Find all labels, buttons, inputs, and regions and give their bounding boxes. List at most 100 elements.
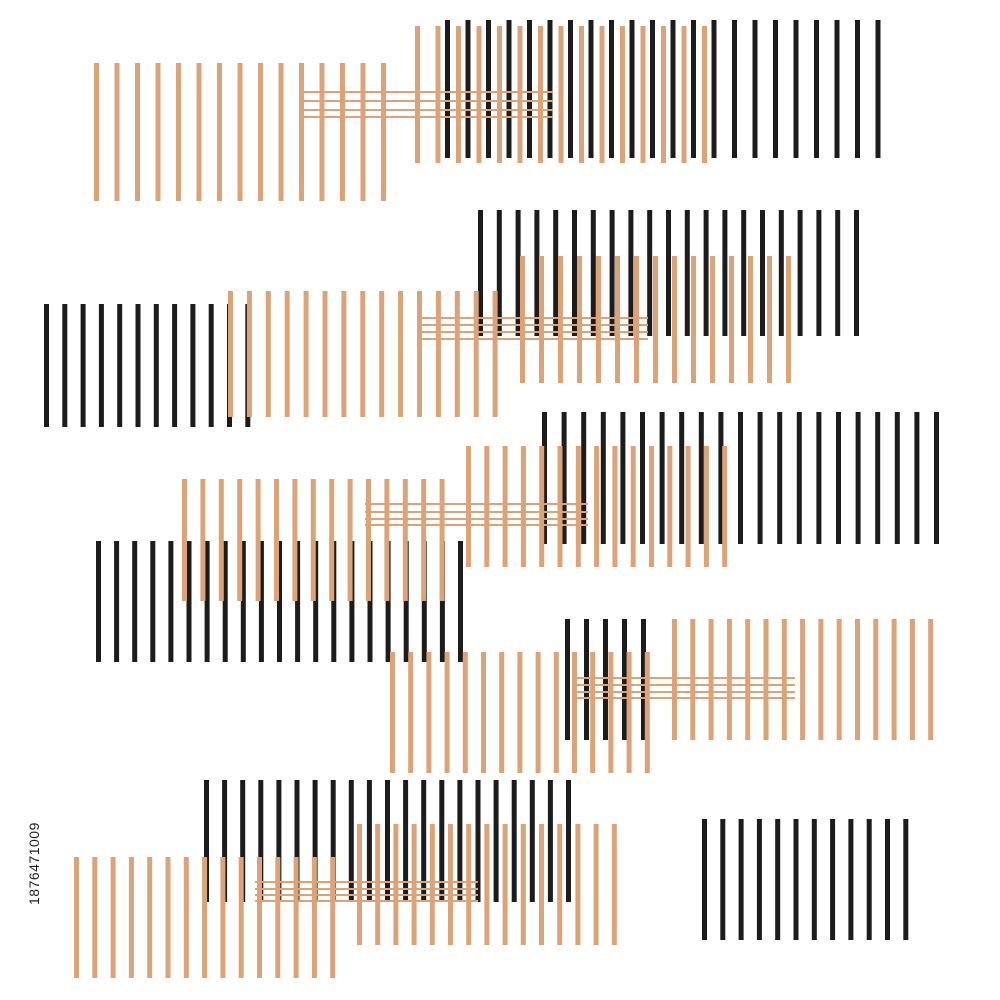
black-stripe <box>752 20 758 158</box>
tan-stripe <box>135 63 140 201</box>
black-stripe <box>222 780 228 902</box>
black-stripe <box>760 210 765 336</box>
black-stripe <box>534 210 540 336</box>
tan-stripe <box>466 824 472 945</box>
tan-stripe <box>220 857 226 978</box>
black-stripe <box>439 780 445 902</box>
black-stripe <box>603 619 608 740</box>
tan-stripe <box>357 824 362 945</box>
black-stripe <box>572 210 577 336</box>
tan-stripe <box>128 857 134 978</box>
black-stripe <box>294 780 300 902</box>
tan-stripe <box>626 652 632 773</box>
black-stripe <box>349 541 355 662</box>
black-stripe <box>561 412 567 544</box>
black-stripe <box>172 304 178 427</box>
tan-mesh-line <box>417 324 648 326</box>
tan-mesh-line <box>573 697 795 699</box>
tan-mesh-line <box>573 677 795 679</box>
black-stripe <box>204 780 209 902</box>
tan-stripe <box>763 619 769 740</box>
tan-stripe <box>572 652 577 773</box>
black-stripe <box>711 20 717 158</box>
tan-stripe <box>729 256 734 383</box>
tan-stripe <box>748 256 753 383</box>
tan-stripe <box>473 291 479 417</box>
tan-stripe <box>303 291 309 417</box>
tan-stripe <box>94 63 99 201</box>
black-stripe <box>529 780 535 902</box>
tan-stripe <box>539 256 544 383</box>
tan-stripe <box>481 652 486 773</box>
black-stripe <box>590 210 596 336</box>
tan-stripe <box>257 857 262 978</box>
black-stripe <box>132 541 138 662</box>
tan-stripe <box>165 857 171 978</box>
black-stripe <box>186 541 192 662</box>
tan-mesh-line <box>365 518 588 520</box>
black-stripe <box>458 541 463 662</box>
black-stripe <box>403 541 409 662</box>
tan-stripe <box>429 824 435 945</box>
tan-stripe <box>599 26 605 163</box>
black-stripe <box>547 780 553 902</box>
tan-stripe <box>640 26 646 163</box>
black-stripe <box>622 619 627 740</box>
tan-stripe <box>909 619 915 740</box>
black-stripe <box>741 210 747 336</box>
tan-stripe <box>360 291 366 417</box>
tan-stripe <box>781 619 787 740</box>
black-stripe <box>835 210 841 336</box>
tan-stripe <box>292 479 298 601</box>
tan-stripe-block <box>672 619 934 740</box>
black-stripe <box>240 541 246 662</box>
black-stripe <box>875 412 881 544</box>
tan-stripe <box>417 291 422 417</box>
black-stripe <box>98 304 104 427</box>
black-stripe <box>62 304 68 427</box>
black-stripe <box>584 619 589 740</box>
black-stripe <box>403 780 409 902</box>
tan-mesh-line <box>573 684 795 686</box>
tan-stripe <box>608 652 614 773</box>
tan-mesh-line <box>417 331 648 333</box>
tan-stripe <box>786 256 791 383</box>
black-stripe <box>816 412 822 544</box>
black-stripe <box>385 780 390 902</box>
tan-stripe <box>444 652 450 773</box>
black-stripe <box>756 819 762 940</box>
tan-stripe <box>237 63 243 201</box>
tan-stripe <box>499 652 505 773</box>
black-stripe <box>641 619 646 740</box>
tan-stripe <box>454 291 460 417</box>
black-stripe <box>258 780 264 902</box>
tan-stripe <box>818 619 824 740</box>
black-stripe <box>793 20 799 158</box>
tan-stripe <box>539 446 545 567</box>
tan-stripe <box>672 256 677 383</box>
black-stripe <box>465 20 471 158</box>
tan-stripe <box>202 857 208 978</box>
black-stripe <box>493 780 499 902</box>
tan-stripe <box>726 619 732 740</box>
black-stripe <box>496 210 502 336</box>
tan-stripe <box>183 857 189 978</box>
tan-stripe <box>502 824 508 945</box>
black-stripe <box>738 819 744 940</box>
black-stripe-block <box>702 819 909 940</box>
tan-stripe <box>928 619 934 740</box>
tan-stripe-block <box>182 479 445 601</box>
black-stripe-block <box>445 20 881 158</box>
black-stripe <box>117 304 123 427</box>
tan-stripe-block <box>390 652 650 773</box>
tan-stripe <box>408 652 414 773</box>
black-stripe <box>620 412 626 544</box>
tan-stripe <box>421 479 427 601</box>
black-stripe <box>773 20 778 158</box>
black-stripe <box>312 780 318 902</box>
tan-stripe <box>246 291 252 417</box>
tan-stripe <box>347 479 353 601</box>
tan-stripe <box>553 652 559 773</box>
tan-stripe <box>836 619 842 740</box>
tan-stripe <box>155 63 161 201</box>
